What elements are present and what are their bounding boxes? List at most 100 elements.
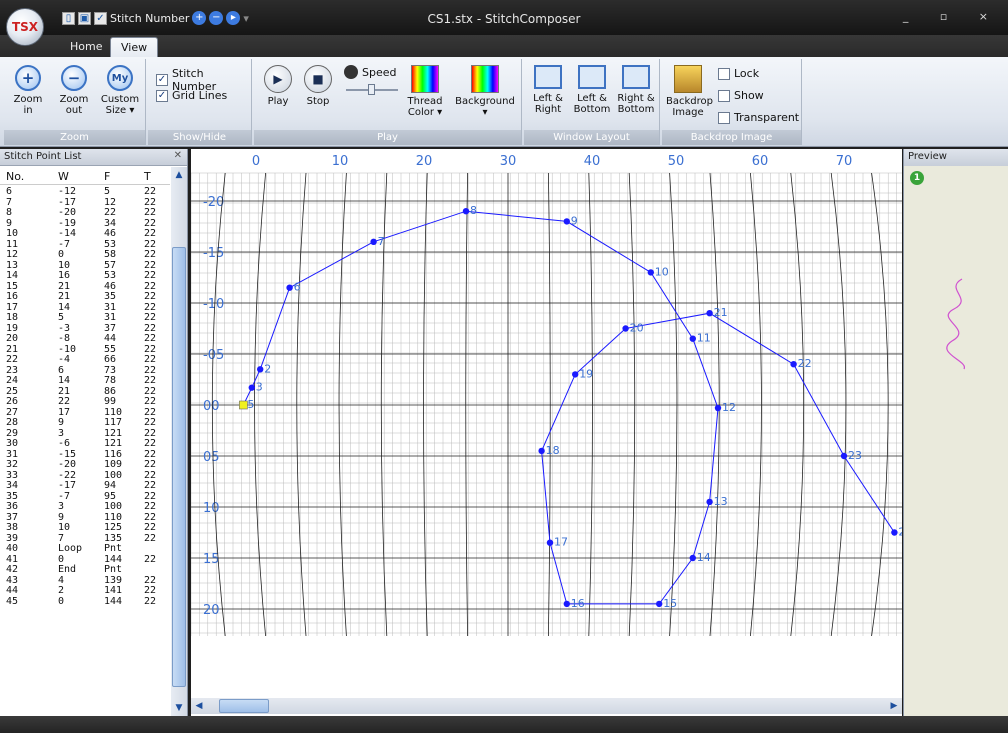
zoom-in-button[interactable]: + Zoom in xyxy=(8,65,48,116)
table-row[interactable]: 28 9 117 22 xyxy=(0,417,170,429)
play-group-label: Play xyxy=(254,130,521,145)
lock-checkbox[interactable]: Lock xyxy=(718,67,759,80)
new-file-icon[interactable]: ▯ xyxy=(62,11,75,25)
table-row[interactable]: 27 17 110 22 xyxy=(0,407,170,419)
stitch-list-scrollbar[interactable]: ▲ ▼ xyxy=(171,167,187,716)
column-header-w[interactable]: W xyxy=(58,170,69,183)
table-row[interactable]: 8 -20 22 22 xyxy=(0,207,170,219)
save-icon[interactable]: ▣ xyxy=(78,11,91,25)
table-row[interactable]: 32 -20 109 22 xyxy=(0,459,170,471)
table-row[interactable]: 23 6 73 22 xyxy=(0,365,170,377)
table-row[interactable]: 40 Loop Pnt xyxy=(0,543,170,555)
thread-color-button[interactable]: Thread Color ▾ xyxy=(404,65,446,118)
table-cell: 18 xyxy=(6,312,19,323)
table-row[interactable]: 42 End Pnt xyxy=(0,564,170,576)
table-row[interactable]: 31 -15 116 22 xyxy=(0,449,170,461)
layout-left-right-button[interactable]: Left & Right xyxy=(528,65,568,115)
customize-arrow-icon[interactable]: ▾ xyxy=(243,11,249,25)
table-row[interactable]: 30 -6 121 22 xyxy=(0,438,170,450)
table-row[interactable]: 13 10 57 22 xyxy=(0,260,170,272)
table-row[interactable]: 34 -17 94 22 xyxy=(0,480,170,492)
table-row[interactable]: 20 -8 44 22 xyxy=(0,333,170,345)
table-cell: 99 xyxy=(104,396,117,407)
speed-slider-thumb[interactable] xyxy=(368,84,375,95)
table-row[interactable]: 36 3 100 22 xyxy=(0,501,170,513)
play-button[interactable]: ▶ Play xyxy=(260,65,296,107)
stitch-number-checkbox-icon[interactable]: ✓ xyxy=(94,11,107,25)
table-row[interactable]: 17 14 31 22 xyxy=(0,302,170,314)
table-row[interactable]: 37 9 110 22 xyxy=(0,512,170,524)
horizontal-scrollbar-thumb[interactable] xyxy=(219,699,269,713)
tab-home[interactable]: Home xyxy=(70,40,103,53)
scrollbar-thumb[interactable] xyxy=(172,247,186,687)
scroll-down-icon[interactable]: ▼ xyxy=(175,703,183,713)
table-row[interactable]: 39 7 135 22 xyxy=(0,533,170,545)
table-cell: 21 xyxy=(6,343,19,355)
stitch-point-label: 3 xyxy=(256,381,263,394)
table-row[interactable]: 19 -3 37 22 xyxy=(0,323,170,335)
table-row[interactable]: 11 -7 53 22 xyxy=(0,239,170,251)
stop-button[interactable]: ■ Stop xyxy=(300,65,336,107)
table-row[interactable]: 41 0 144 22 xyxy=(0,554,170,566)
layout-left-bottom-button[interactable]: Left & Bottom xyxy=(572,65,612,115)
play-icon[interactable]: ▸ xyxy=(226,11,241,25)
table-row[interactable]: 6 -12 5 22 xyxy=(0,187,170,198)
show-checkbox[interactable]: Show xyxy=(718,89,764,102)
table-row[interactable]: 12 0 58 22 xyxy=(0,249,170,261)
table-row[interactable]: 33 -22 100 22 xyxy=(0,470,170,482)
table-row[interactable]: 38 10 125 22 xyxy=(0,522,170,534)
window-controls[interactable]: _ ▫ × xyxy=(902,10,1002,23)
zoom-out-icon[interactable]: − xyxy=(209,11,224,25)
custom-size-button[interactable]: My Custom Size ▾ xyxy=(98,65,142,116)
layout-right-bottom-button[interactable]: Right & Bottom xyxy=(616,65,656,115)
major-grid-curve xyxy=(380,172,388,637)
grid-lines-checkbox[interactable]: ✓ Grid Lines xyxy=(156,89,228,102)
stitch-number-label[interactable]: Stitch Number xyxy=(110,11,190,25)
column-header-f[interactable]: F xyxy=(104,170,111,183)
table-row[interactable]: 43 4 139 22 xyxy=(0,575,170,587)
table-cell: 21 xyxy=(58,280,71,292)
scroll-up-icon[interactable]: ▲ xyxy=(175,170,183,180)
preview-step-badge[interactable]: 1 xyxy=(910,171,924,185)
major-grid-curve xyxy=(709,172,720,637)
speed-slider[interactable] xyxy=(346,84,398,95)
table-cell: 45 xyxy=(6,595,19,607)
table-row[interactable]: 35 -7 95 22 xyxy=(0,491,170,503)
major-grid-curve xyxy=(548,172,551,637)
table-row[interactable]: 9 -19 34 22 xyxy=(0,218,170,230)
column-header-no[interactable]: No. xyxy=(6,170,25,183)
stitch-canvas[interactable]: -20 -15 -10 -05 00 05 10 15 20 0 10 20 30 40 50 60 70 2 3 5… xyxy=(191,149,902,716)
scroll-right-icon[interactable]: ▶ xyxy=(890,701,898,711)
table-row[interactable]: 45 0 144 22 xyxy=(0,595,170,608)
close-icon[interactable]: ✕ xyxy=(173,150,182,161)
backdrop-image-button[interactable]: Backdrop Image xyxy=(666,65,713,118)
table-row[interactable]: 14 16 53 22 xyxy=(0,270,170,282)
table-row[interactable]: 26 22 99 22 xyxy=(0,396,170,408)
table-row[interactable]: 24 14 78 22 xyxy=(0,375,170,387)
table-row[interactable]: 44 2 141 22 xyxy=(0,585,170,597)
stitch-point xyxy=(891,529,898,536)
transparent-checkbox[interactable]: Transparent xyxy=(718,111,799,124)
scroll-left-icon[interactable]: ◀ xyxy=(195,701,203,711)
table-cell: 6 xyxy=(6,187,13,197)
table-row[interactable]: 10 -14 46 22 xyxy=(0,228,170,240)
table-row[interactable]: 21 -10 55 22 xyxy=(0,343,170,356)
canvas-horizontal-scrollbar[interactable]: ◀ ▶ xyxy=(191,698,902,714)
table-cell: 44 xyxy=(104,333,117,344)
table-row[interactable]: 18 5 31 22 xyxy=(0,312,170,324)
table-row[interactable]: 25 21 86 22 xyxy=(0,386,170,398)
zoom-in-icon[interactable]: + xyxy=(192,11,207,25)
table-row[interactable]: 22 -4 66 22 xyxy=(0,354,170,366)
table-row[interactable]: 16 21 35 22 xyxy=(0,291,170,303)
tab-view[interactable]: View xyxy=(110,37,159,57)
stitch-number-checkbox[interactable]: ✓ Stitch Number xyxy=(156,67,217,93)
app-menu-orb[interactable]: TSX xyxy=(6,8,44,46)
zoom-out-button[interactable]: − Zoom out xyxy=(54,65,94,116)
table-row[interactable]: 7 -17 12 22 xyxy=(0,197,170,209)
column-header-t[interactable]: T xyxy=(144,170,151,183)
table-row[interactable]: 29 3 121 22 xyxy=(0,428,170,440)
table-cell: 22 xyxy=(144,343,157,355)
table-row[interactable]: 15 21 46 22 xyxy=(0,280,170,293)
background-button[interactable]: Background ▾ xyxy=(454,65,516,118)
